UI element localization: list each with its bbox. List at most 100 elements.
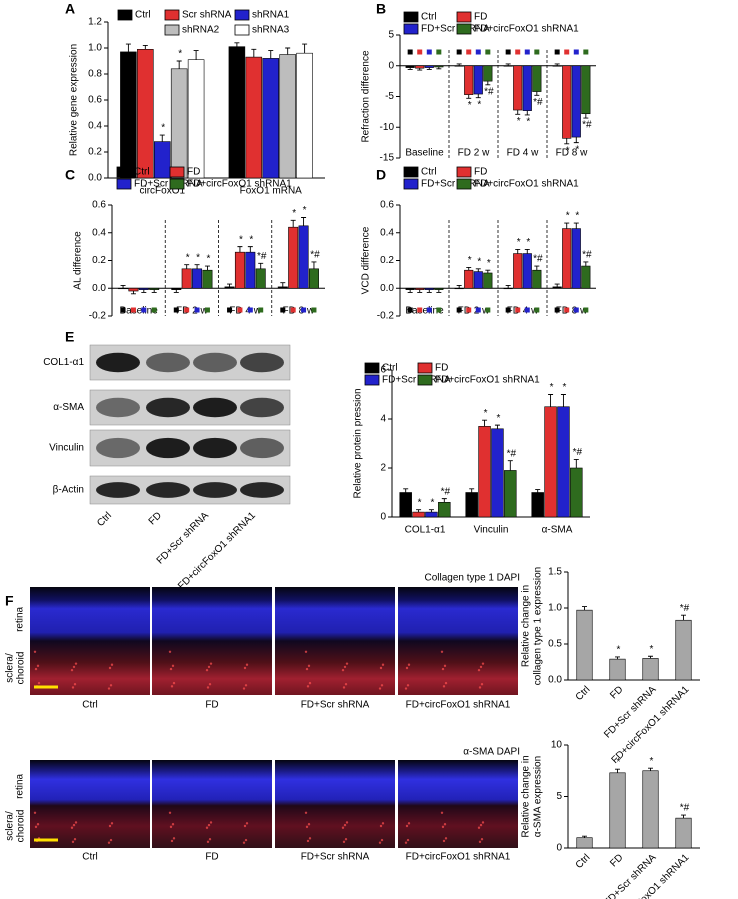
bar (234, 251, 245, 289)
bar (503, 287, 513, 290)
legend-swatch (456, 166, 472, 178)
micrograph-speck (341, 826, 345, 829)
significance-mark: *# (533, 254, 543, 265)
y-axis-label: collagen type 1 expression (533, 567, 544, 685)
micrograph-speck (109, 684, 113, 687)
image-lane-label: FD+Scr shRNA (301, 700, 370, 711)
bar (571, 65, 581, 138)
x-tick-label: FD 8 w (556, 148, 588, 159)
group-marker (237, 307, 243, 313)
group-marker (564, 307, 570, 313)
legend-swatch (164, 24, 180, 36)
group-marker (227, 307, 233, 313)
y-tick-label: -5 (385, 91, 394, 102)
error-bar (159, 134, 165, 142)
bar (434, 65, 444, 68)
micrograph-speck (109, 838, 113, 842)
group-marker (436, 49, 442, 55)
legend-swatch (117, 9, 133, 21)
bar (504, 470, 517, 518)
bar (522, 253, 532, 289)
error-bar (247, 246, 253, 253)
error-bar (142, 44, 148, 50)
tissue-label: choroid (16, 652, 27, 685)
micrograph-speck (481, 662, 485, 665)
significance-mark: *# (257, 251, 267, 262)
legend-label: FD+Scr shRNA (382, 375, 451, 386)
significance-mark: * (496, 413, 500, 424)
significance-mark: *# (533, 97, 543, 108)
bar (149, 287, 160, 290)
error-bar (469, 488, 475, 493)
bar (465, 492, 478, 518)
panel-label: D (376, 167, 386, 183)
micrograph-speck (169, 825, 173, 829)
legend-swatch (403, 178, 419, 190)
micrograph-speck (242, 687, 246, 690)
significance-mark: * (292, 208, 296, 219)
bar (571, 228, 581, 289)
image-lane-label: FD+circFoxO1 shRNA1 (406, 852, 511, 863)
x-tick-label: circFoxO1 (139, 186, 185, 197)
tissue-label: retina (15, 773, 26, 798)
micrograph-speck (343, 665, 347, 669)
micrograph-speck (70, 826, 74, 829)
micrograph-speck (171, 823, 175, 826)
micrograph-speck (307, 664, 311, 668)
error-bar (428, 509, 434, 513)
group-marker (466, 307, 472, 313)
error-bar (485, 81, 491, 86)
blot-lane-label: FD (147, 510, 164, 527)
blot-row-label: β-Actin (53, 485, 84, 496)
bar (483, 65, 493, 82)
error-bar (130, 291, 136, 295)
bar (609, 772, 626, 849)
y-tick-label: 0.0 (380, 283, 394, 294)
group-marker (311, 307, 317, 313)
micrograph-speck (245, 822, 249, 825)
error-bar (515, 110, 521, 115)
bar (581, 265, 591, 289)
micrograph-speck (306, 839, 310, 843)
blot-band (193, 352, 237, 373)
bar (405, 287, 415, 290)
error-bar (564, 222, 570, 229)
micrograph-speck (440, 811, 444, 814)
bar (296, 52, 313, 179)
x-tick-label: Baseline (405, 306, 444, 317)
bar (405, 65, 415, 68)
error-bar (436, 289, 442, 293)
group-marker (301, 307, 307, 313)
legend-swatch (234, 9, 250, 21)
bar (513, 65, 523, 111)
error-bar (194, 264, 200, 269)
x-tick-label: FD 4 w (229, 306, 261, 317)
blot-band (146, 482, 190, 498)
stain-label: Collagen type 1 (425, 573, 495, 584)
error-bar (456, 63, 462, 66)
micrograph-speck (404, 841, 408, 844)
bar (415, 287, 425, 290)
y-tick-label: 1.2 (88, 17, 102, 28)
micrograph-speck (110, 822, 114, 825)
legend-swatch (417, 362, 433, 374)
significance-mark: * (477, 99, 481, 110)
blot-row-label: α-SMA (53, 402, 84, 413)
blot-row-label: Vinculin (49, 443, 84, 454)
legend-swatch (456, 11, 472, 23)
panel-label: E (65, 329, 74, 345)
blot-row-label: COL1-α1 (43, 357, 84, 368)
y-axis-label: Relative change in (521, 755, 532, 837)
micrograph-speck (71, 686, 75, 689)
micrograph-speck (344, 683, 348, 686)
legend-label: shRNA2 (182, 25, 220, 36)
significance-mark: *# (310, 250, 320, 261)
micrograph-speck (244, 684, 248, 687)
group-marker (485, 307, 491, 313)
bar (118, 287, 129, 290)
significance-mark: * (249, 234, 253, 245)
micrograph-speck (405, 824, 409, 828)
significance-mark: *# (582, 120, 592, 131)
error-bar (302, 43, 308, 54)
legend-swatch (169, 166, 185, 178)
